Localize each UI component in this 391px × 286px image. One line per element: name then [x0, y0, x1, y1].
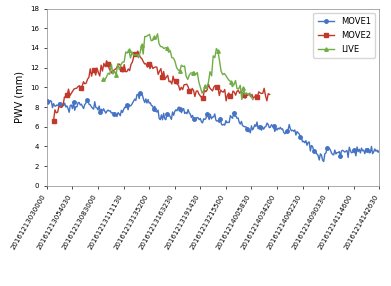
MOVE1 [327, 147, 332, 150]
MOVE2 [51, 119, 56, 122]
Y-axis label: PWV (mm): PWV (mm) [15, 71, 25, 123]
MOVE1 [244, 125, 248, 128]
MOVE1 [46, 103, 50, 106]
Line: MOVE2: MOVE2 [52, 49, 271, 122]
Line: LIVE: LIVE [102, 32, 255, 101]
MOVE1 [249, 124, 254, 128]
LIVE [251, 98, 255, 101]
MOVE2 [229, 97, 234, 100]
LIVE [108, 73, 112, 76]
MOVE1 [348, 149, 353, 152]
MOVE2 [267, 93, 272, 96]
MOVE2 [135, 49, 140, 53]
MOVE2 [192, 95, 197, 98]
MOVE2 [258, 91, 262, 95]
MOVE1 [377, 149, 382, 152]
LIVE [101, 78, 106, 81]
MOVE2 [112, 68, 117, 71]
LIVE [214, 47, 219, 50]
MOVE1 [138, 91, 143, 95]
MOVE1 [45, 100, 49, 103]
LIVE [212, 56, 217, 59]
LIVE [208, 70, 212, 74]
MOVE2 [95, 66, 99, 70]
MOVE2 [172, 80, 177, 84]
LIVE [155, 32, 160, 35]
LIVE [204, 87, 209, 90]
Legend: MOVE1, MOVE2, LIVE: MOVE1, MOVE2, LIVE [314, 13, 375, 58]
Line: MOVE1: MOVE1 [45, 91, 381, 163]
MOVE1 [321, 160, 326, 163]
MOVE1 [242, 125, 247, 128]
LIVE [128, 56, 133, 60]
